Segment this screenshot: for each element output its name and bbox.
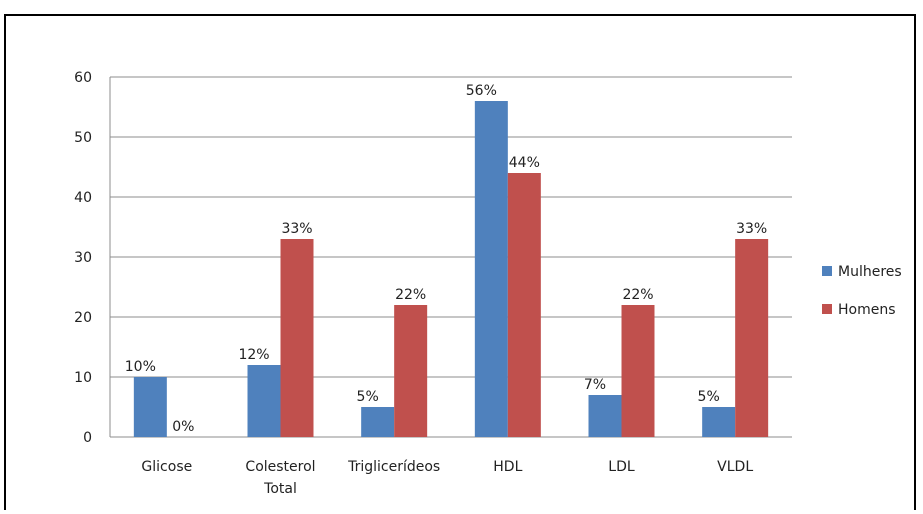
data-label: 10% <box>125 359 156 375</box>
x-tick-label: HDL <box>493 459 522 475</box>
data-label: 5% <box>357 389 379 405</box>
legend-label: Mulheres <box>838 264 902 280</box>
y-tick-label: 10 <box>74 370 92 386</box>
bar-mulheres <box>702 407 736 437</box>
bar-homens <box>621 305 655 437</box>
legend-swatch <box>822 266 832 276</box>
y-tick-label: 50 <box>74 130 92 146</box>
bar-mulheres <box>474 101 508 437</box>
x-tick-label: VLDL <box>717 459 753 475</box>
data-label: 33% <box>281 221 312 237</box>
bar-homens <box>507 173 541 437</box>
bar-homens <box>735 239 769 437</box>
data-label: 0% <box>172 419 194 435</box>
x-tick-label: Glicose <box>141 459 192 475</box>
data-label: 22% <box>395 287 426 303</box>
chart-frame <box>4 14 916 510</box>
legend-label: Homens <box>838 302 896 318</box>
bar-homens <box>394 305 428 437</box>
data-label: 44% <box>509 155 540 171</box>
y-tick-label: 0 <box>83 430 92 446</box>
bar-homens <box>280 239 314 437</box>
bar-mulheres <box>588 395 622 437</box>
x-tick-label: Colesterol <box>245 459 315 475</box>
bar-mulheres <box>247 365 281 437</box>
x-tick-label: LDL <box>608 459 635 475</box>
x-tick-label: Triglicerídeos <box>347 459 440 475</box>
legend-swatch <box>822 304 832 314</box>
bar-mulheres <box>133 377 167 437</box>
y-tick-label: 40 <box>74 190 92 206</box>
data-label: 56% <box>466 83 497 99</box>
data-label: 7% <box>584 377 606 393</box>
x-tick-label: Total <box>263 481 297 497</box>
y-tick-label: 30 <box>74 250 92 266</box>
data-label: 33% <box>736 221 767 237</box>
data-label: 12% <box>238 347 269 363</box>
data-label: 5% <box>698 389 720 405</box>
bar-mulheres <box>361 407 395 437</box>
y-tick-label: 60 <box>74 70 92 86</box>
y-tick-label: 20 <box>74 310 92 326</box>
data-label: 22% <box>622 287 653 303</box>
